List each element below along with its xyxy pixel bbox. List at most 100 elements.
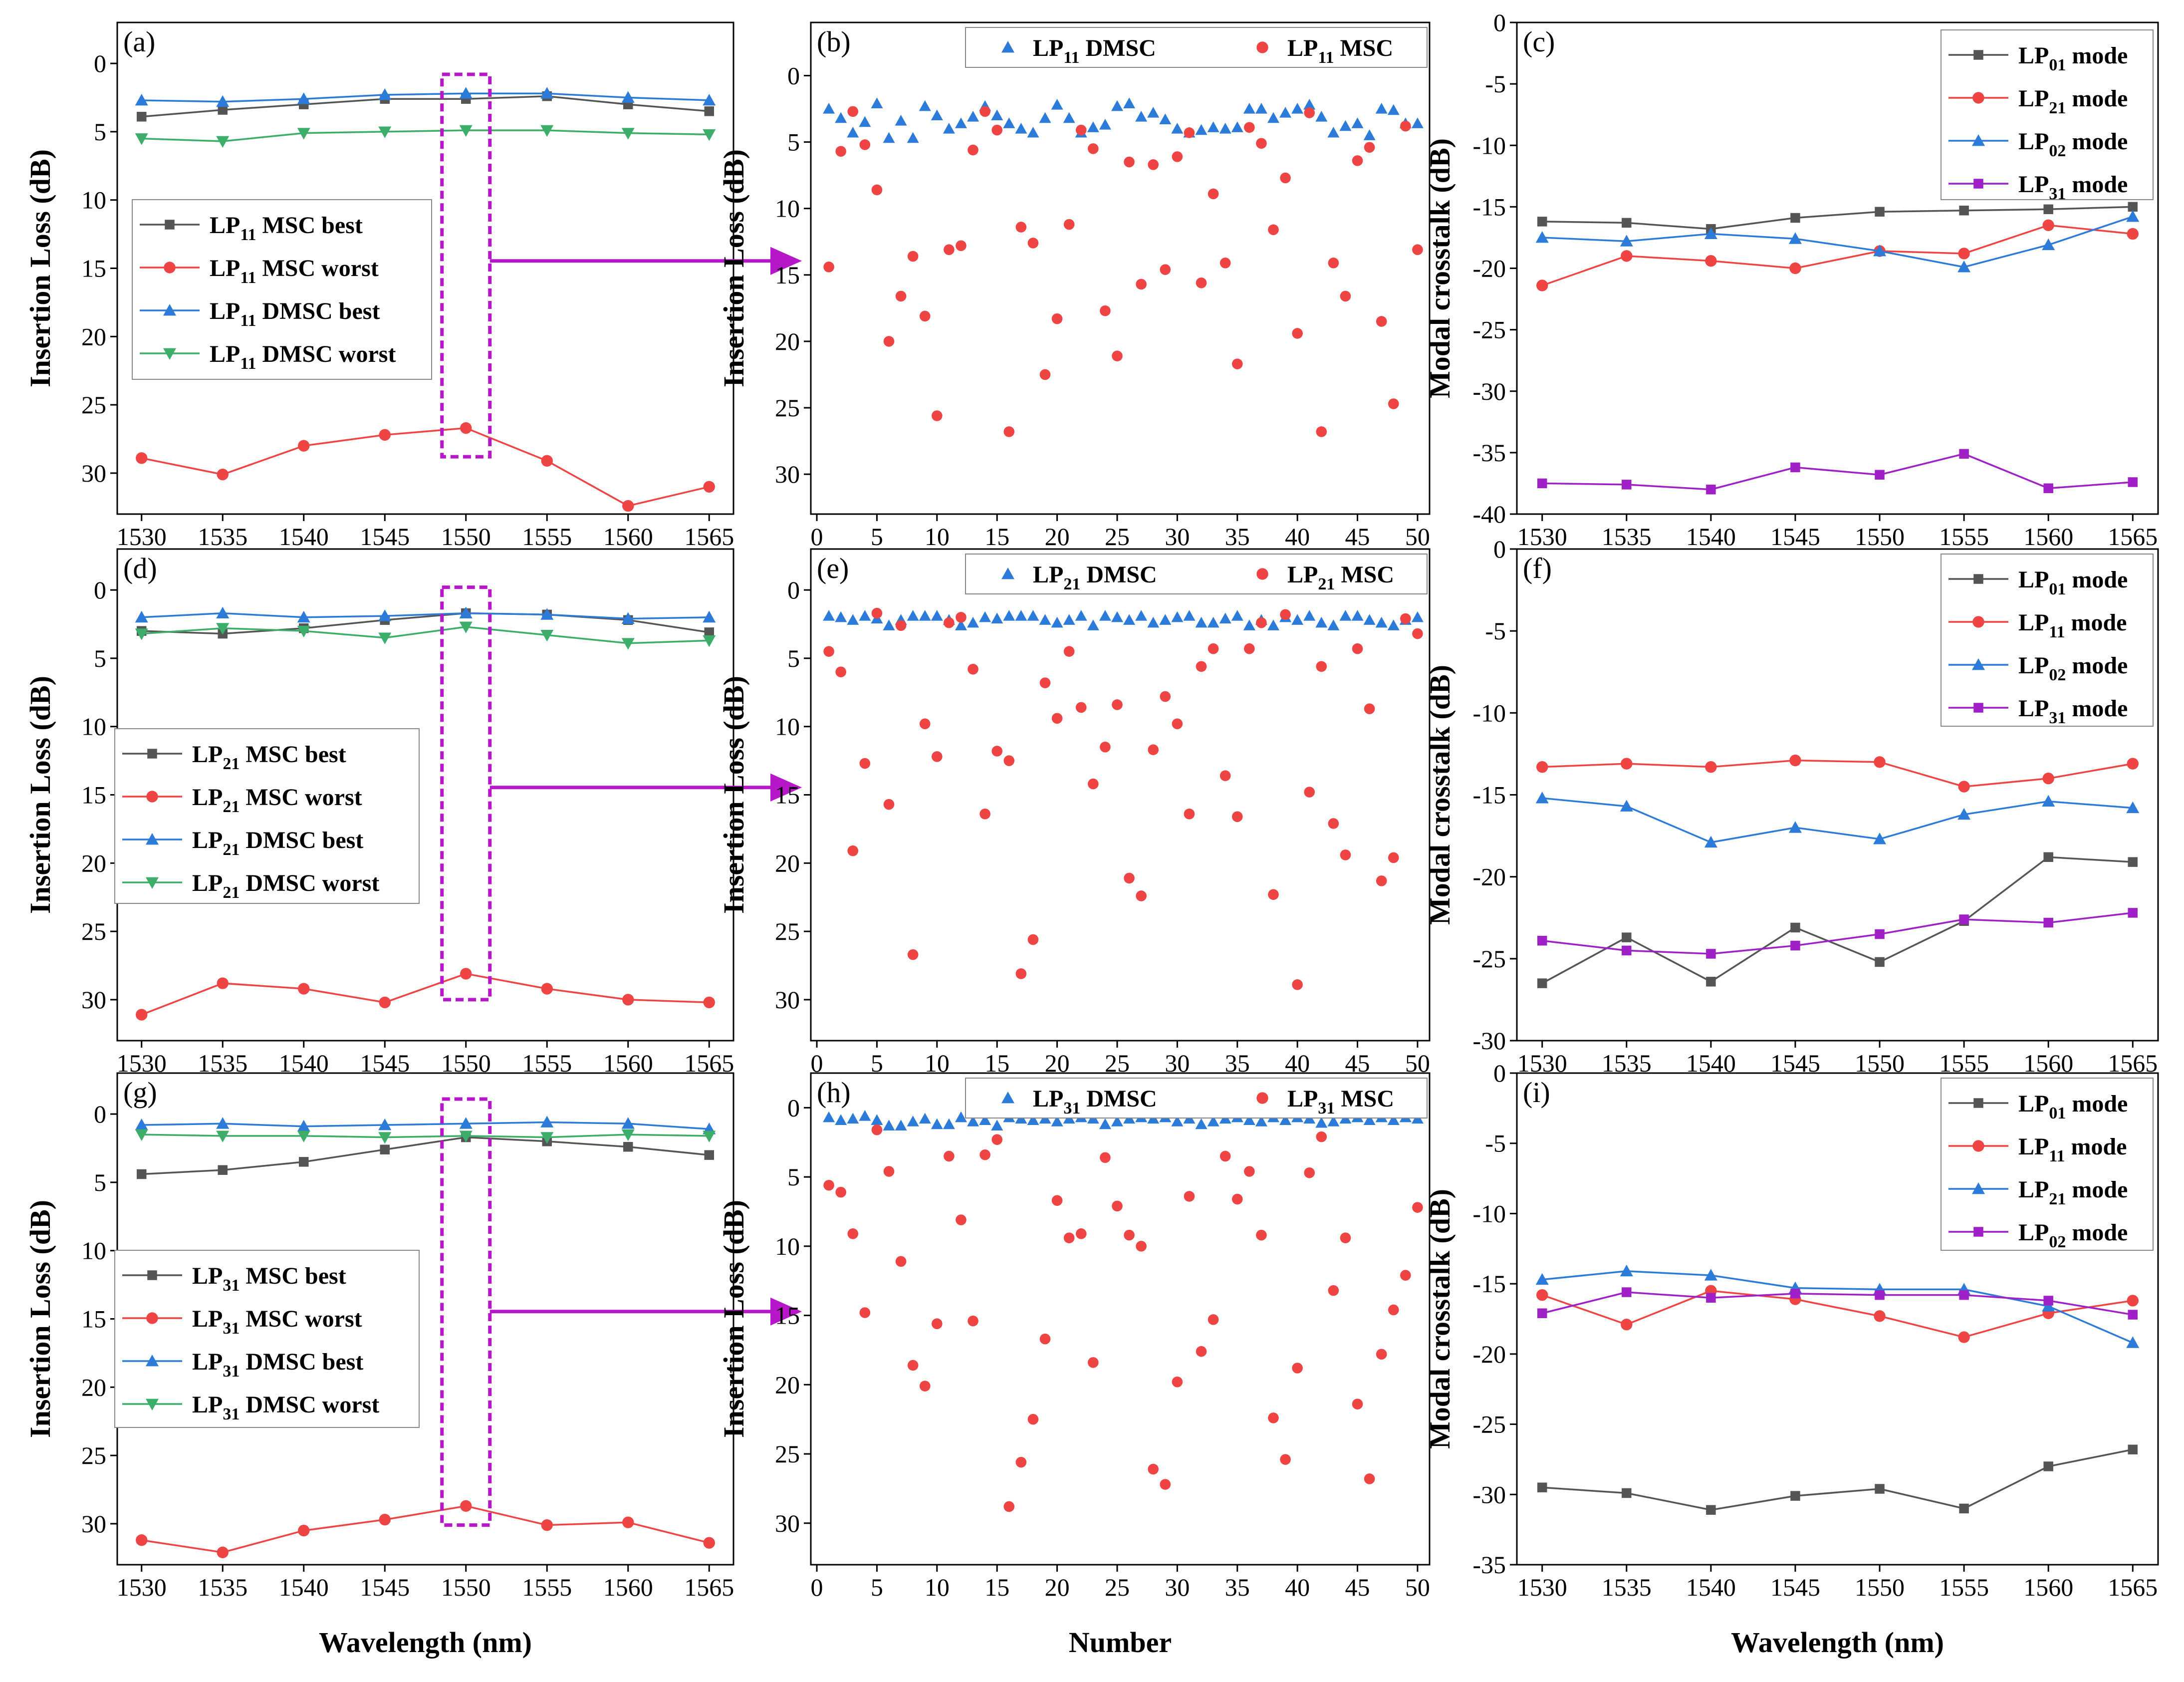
x-tick-label: 1550 xyxy=(1855,523,1905,551)
series-3 xyxy=(1537,908,2138,959)
legend-suffix: MSC xyxy=(1335,1086,1394,1112)
y-tick-label: 30 xyxy=(81,1510,106,1538)
legend-subscript: 31 xyxy=(2049,709,2066,727)
legend-label: LP31 mode xyxy=(2018,695,2128,727)
legend-label: LP21 MSC best xyxy=(192,741,346,773)
data-point xyxy=(1375,616,1388,628)
x-tick-label: 1550 xyxy=(441,523,491,551)
data-point xyxy=(1537,217,1547,227)
series-line xyxy=(1542,1270,2133,1344)
legend-label: LP21 mode xyxy=(2018,1176,2128,1208)
legend-marker xyxy=(146,1355,159,1367)
data-point xyxy=(859,1110,871,1121)
legend-label: LP21 mode xyxy=(2018,85,2128,117)
data-point xyxy=(378,609,392,621)
data-point xyxy=(621,1117,635,1129)
legend-suffix: mode xyxy=(2066,85,2128,112)
data-point xyxy=(919,610,931,621)
plot-frame xyxy=(1516,1072,2159,1566)
data-point xyxy=(1051,713,1063,724)
data-point xyxy=(1075,124,1087,136)
data-point xyxy=(1352,643,1363,654)
data-point xyxy=(1136,890,1147,901)
data-point xyxy=(1111,1116,1123,1126)
data-point xyxy=(847,614,859,625)
data-point xyxy=(1873,833,1887,844)
series-line xyxy=(1542,1448,2133,1511)
data-point xyxy=(1789,262,1801,275)
data-point xyxy=(944,244,955,256)
x-tick-label: 25 xyxy=(1105,1573,1130,1601)
data-point xyxy=(871,607,883,619)
chart-panel-2: 1530 1535 1540 1545 1550 1555 1560 1565 0 -5 -10 -1… xyxy=(1424,8,2159,551)
data-point xyxy=(1256,1229,1267,1241)
data-point xyxy=(1231,358,1243,369)
data-point xyxy=(1063,646,1075,657)
legend-marker xyxy=(1972,1140,1984,1152)
data-point xyxy=(2128,477,2138,487)
series-1 xyxy=(1536,754,2139,793)
legend-marker xyxy=(1001,41,1014,53)
data-point xyxy=(297,128,310,140)
data-point xyxy=(1207,1116,1219,1126)
data-point xyxy=(2043,1296,2053,1306)
series-2 xyxy=(135,606,716,624)
data-point xyxy=(1376,316,1387,327)
data-point xyxy=(380,1144,390,1154)
data-point xyxy=(703,481,715,493)
data-point xyxy=(1874,756,1886,768)
data-point xyxy=(621,91,635,103)
legend-box xyxy=(114,728,420,904)
data-point xyxy=(1003,117,1015,128)
data-point xyxy=(1387,619,1400,630)
data-point xyxy=(378,632,392,644)
legend-marker xyxy=(1973,179,1983,189)
data-point xyxy=(1039,112,1051,123)
data-point xyxy=(1268,1412,1279,1423)
legend-marker xyxy=(1972,92,1984,104)
data-point xyxy=(1088,778,1099,790)
data-point xyxy=(1388,398,1399,409)
data-point xyxy=(1704,836,1717,848)
x-tick-label: 40 xyxy=(1285,523,1310,551)
data-point xyxy=(378,1132,392,1144)
x-tick-label: 1545 xyxy=(360,1573,410,1601)
x-tick-label: 1555 xyxy=(522,523,572,551)
data-point xyxy=(1790,213,1800,223)
legend-marker xyxy=(1973,1227,1983,1237)
x-tick-label: 0 xyxy=(811,523,823,551)
x-tick-label: 1545 xyxy=(1770,523,1820,551)
data-point xyxy=(216,1130,230,1142)
data-point xyxy=(944,617,955,628)
series-0 xyxy=(1537,1444,2138,1515)
legend-label: LP11 MSC best xyxy=(210,212,363,244)
y-tick-label: 5 xyxy=(94,644,106,672)
data-point xyxy=(1184,809,1195,820)
data-point xyxy=(967,1116,979,1126)
data-point xyxy=(883,336,895,347)
data-point xyxy=(835,611,847,622)
legend-suffix: mode xyxy=(2066,171,2128,198)
data-point xyxy=(1412,628,1423,639)
data-point xyxy=(459,1130,473,1142)
data-point xyxy=(2127,1295,2139,1307)
data-point xyxy=(859,139,871,150)
legend-subscript: 21 xyxy=(223,755,240,773)
data-point xyxy=(297,92,310,104)
data-point xyxy=(835,1114,847,1125)
legend-suffix: mode xyxy=(2066,566,2128,593)
data-point xyxy=(979,1149,990,1160)
chart-panel-5: 1530 1535 1540 1545 1550 1555 1560 1565 0 -5 -10 -1… xyxy=(1424,535,2159,1077)
data-point xyxy=(1231,121,1243,132)
series-2 xyxy=(1535,1264,2140,1348)
data-point xyxy=(1303,610,1316,621)
data-point xyxy=(621,638,635,650)
data-point xyxy=(1255,103,1267,114)
data-point xyxy=(1411,117,1424,128)
series-1 xyxy=(136,1500,715,1559)
data-point xyxy=(622,994,634,1006)
y-axis-ticks: 0 5 10 15 20 25 30 xyxy=(81,576,117,1014)
data-point xyxy=(135,628,148,640)
series-line xyxy=(1542,912,2133,955)
data-point xyxy=(1873,245,1887,257)
